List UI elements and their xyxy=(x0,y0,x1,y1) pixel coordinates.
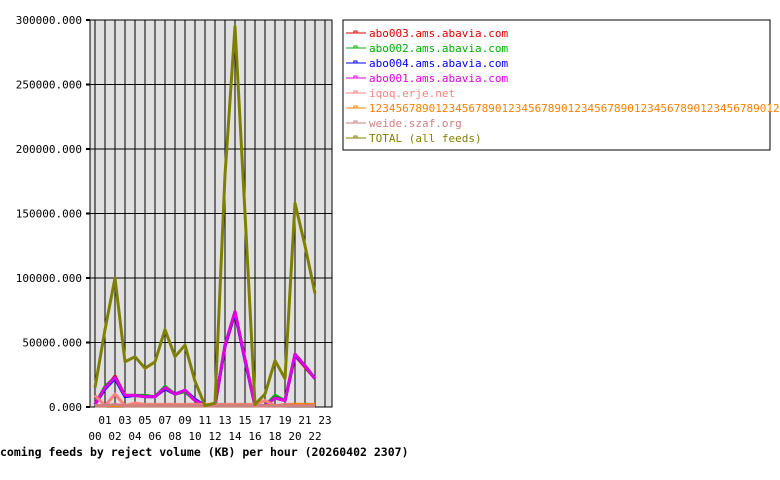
y-tick-label: 100000.000 xyxy=(16,272,82,285)
y-tick-label: 200000.000 xyxy=(16,143,82,156)
legend-box xyxy=(342,19,771,151)
legend-entry: abo004.ams.abavia.com xyxy=(369,57,508,70)
legend-marker xyxy=(353,105,358,109)
legend-marker xyxy=(353,120,358,124)
x-tick-label: 11 xyxy=(198,414,211,427)
x-tick-label: 20 xyxy=(288,430,301,443)
x-tick-label: 05 xyxy=(138,414,151,427)
y-tick-label: 0.000 xyxy=(49,401,82,414)
grid xyxy=(90,19,332,408)
legend-entry: TOTAL (all feeds) xyxy=(369,132,482,145)
y-tick-label: 150000.000 xyxy=(16,208,82,221)
x-tick-label: 01 xyxy=(98,414,111,427)
x-axis: 00 01 02 03 04 05 06 07 08 09 10 11 12 13 14 15 16 17 18 19… xyxy=(88,414,331,443)
x-tick-label: 18 xyxy=(268,430,281,443)
legend: abo003.ams.abavia.com abo002.ams.abavia.c… xyxy=(346,27,780,145)
legend-entry: 1234567890123456789012345678901234567890… xyxy=(369,102,780,115)
x-tick-label: 17 xyxy=(258,414,271,427)
x-tick-label: 06 xyxy=(148,430,161,443)
y-axis: 0.000 50000.000 100000.000 150000.000 200000… xyxy=(16,14,90,414)
x-tick-label: 07 xyxy=(158,414,171,427)
x-tick-label: 00 xyxy=(88,430,101,443)
x-tick-label: 23 xyxy=(318,414,331,427)
legend-entry: iqoq.erje.net xyxy=(369,87,455,100)
legend-marker xyxy=(353,60,358,64)
legend-marker xyxy=(353,75,358,79)
x-tick-label: 02 xyxy=(108,430,121,443)
y-tick-label: 250000.000 xyxy=(16,79,82,92)
x-tick-label: 09 xyxy=(178,414,191,427)
legend-marker xyxy=(353,45,358,49)
x-tick-label: 14 xyxy=(228,430,242,443)
chart-title: coming feeds by reject volume (KB) per h… xyxy=(0,445,409,459)
x-tick-label: 13 xyxy=(218,414,231,427)
x-tick-label: 04 xyxy=(128,430,142,443)
legend-entry: abo002.ams.abavia.com xyxy=(369,42,508,55)
x-tick-label: 16 xyxy=(248,430,261,443)
x-tick-label: 21 xyxy=(298,414,311,427)
legend-marker xyxy=(353,135,358,139)
x-tick-label: 22 xyxy=(308,430,321,443)
x-tick-label: 10 xyxy=(188,430,201,443)
legend-entry: weide.szaf.org xyxy=(369,117,462,130)
x-tick-label: 15 xyxy=(238,414,251,427)
series-line xyxy=(93,24,317,408)
legend-marker xyxy=(353,30,358,34)
x-tick-label: 08 xyxy=(168,430,181,443)
y-tick-label: 50000.000 xyxy=(22,337,82,350)
x-tick-label: 19 xyxy=(278,414,291,427)
legend-marker xyxy=(353,90,358,94)
x-tick-label: 03 xyxy=(118,414,131,427)
y-tick-label: 300000.000 xyxy=(16,14,82,27)
legend-entry: abo001.ams.abavia.com xyxy=(369,72,508,85)
legend-entry: abo003.ams.abavia.com xyxy=(369,27,508,40)
x-tick-label: 12 xyxy=(208,430,221,443)
series-lines xyxy=(93,24,317,408)
